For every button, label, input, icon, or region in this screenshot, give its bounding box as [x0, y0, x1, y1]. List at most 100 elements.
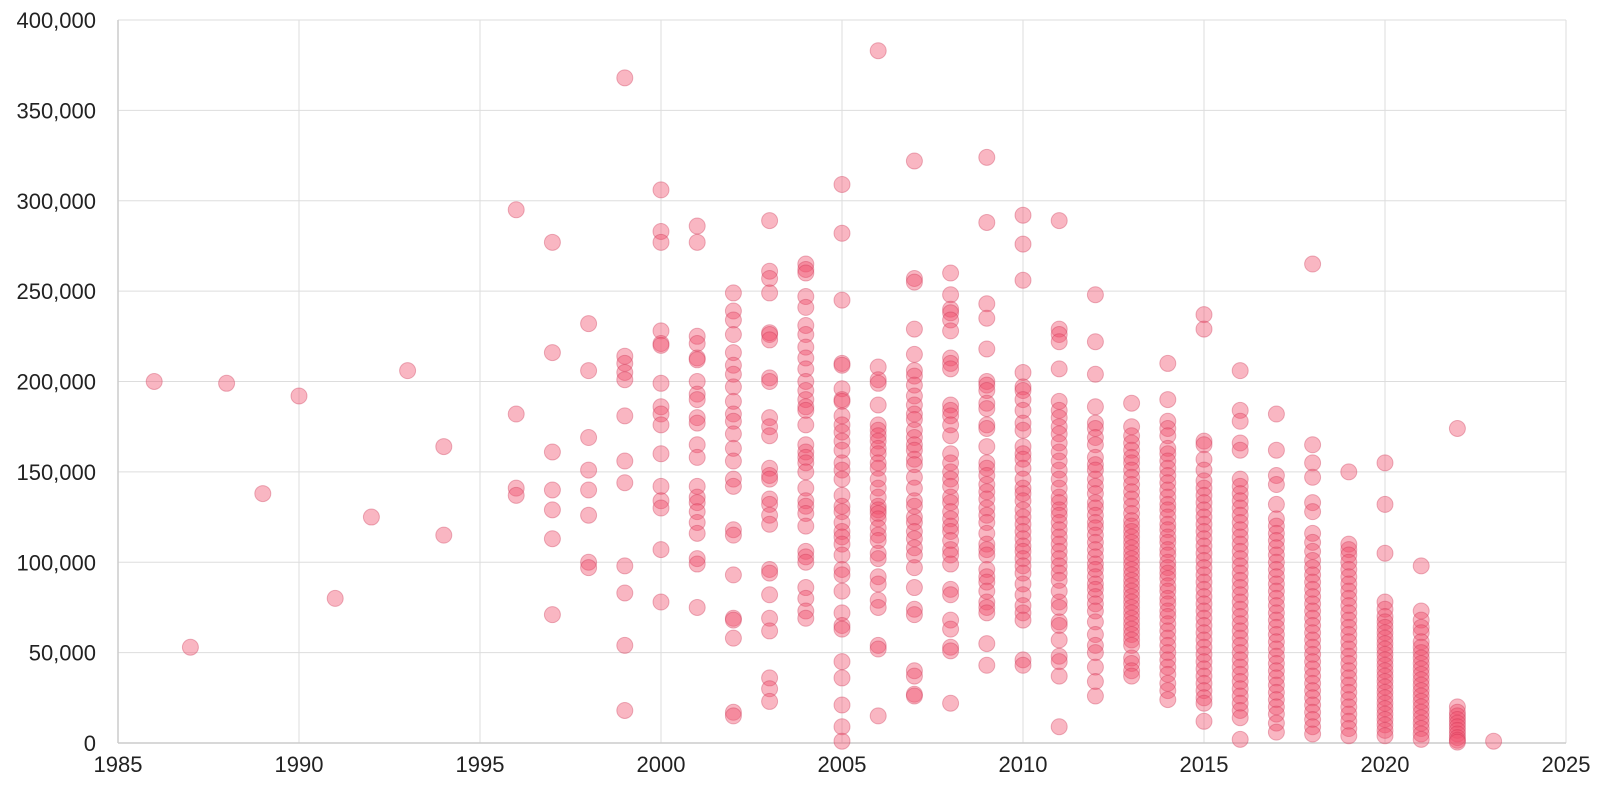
data-point: [254, 485, 272, 503]
data-point: [1448, 698, 1466, 716]
data-point: [797, 255, 815, 273]
data-point: [833, 291, 851, 309]
data-point: [761, 369, 779, 387]
data-point: [1231, 506, 1249, 524]
data-point: [1267, 532, 1285, 550]
data-point: [1159, 459, 1177, 477]
data-point: [797, 416, 815, 434]
data-point: [761, 586, 779, 604]
data-point: [978, 213, 996, 231]
data-point: [1304, 494, 1322, 512]
data-point: [1448, 733, 1466, 751]
data-point: [1159, 528, 1177, 546]
data-point: [1195, 461, 1213, 479]
data-point: [797, 316, 815, 334]
data-point: [797, 398, 815, 416]
data-point: [833, 503, 851, 521]
data-point: [1123, 577, 1141, 595]
data-point: [1014, 363, 1032, 381]
data-point: [1050, 320, 1068, 338]
data-point: [833, 546, 851, 564]
data-point: [905, 600, 923, 618]
data-point: [1159, 607, 1177, 625]
data-point: [1412, 665, 1430, 683]
data-point: [942, 517, 960, 535]
data-point: [1376, 716, 1394, 734]
data-point: [1267, 466, 1285, 484]
data-point: [1412, 618, 1430, 636]
data-point: [724, 707, 742, 725]
data-point: [869, 488, 887, 506]
data-point: [797, 288, 815, 306]
data-point: [724, 405, 742, 423]
data-point: [1123, 582, 1141, 600]
data-point: [869, 374, 887, 392]
data-point: [1050, 631, 1068, 649]
data-point: [978, 373, 996, 390]
data-point: [1376, 645, 1394, 663]
data-point: [1231, 694, 1249, 712]
data-point: [1231, 513, 1249, 531]
data-point: [688, 335, 706, 353]
data-point: [1304, 674, 1322, 692]
data-point: [616, 363, 634, 381]
data-point: [435, 438, 453, 456]
data-point: [942, 322, 960, 340]
data-point: [1159, 420, 1177, 437]
data-point: [652, 492, 670, 510]
data-point: [978, 560, 996, 578]
y-tick-label: 100,000: [16, 550, 96, 575]
data-point: [1014, 391, 1032, 409]
data-point: [1159, 521, 1177, 539]
data-point: [797, 602, 815, 620]
data-point: [978, 506, 996, 524]
data-point: [1123, 427, 1141, 445]
data-point: [1086, 636, 1104, 654]
data-point: [652, 335, 670, 353]
data-point: [978, 593, 996, 611]
data-point: [1123, 394, 1141, 412]
data-point: [1159, 644, 1177, 662]
data-point: [1340, 618, 1358, 636]
data-point: [797, 448, 815, 466]
data-point: [1123, 512, 1141, 530]
data-point: [1014, 235, 1032, 253]
data-point: [1304, 533, 1322, 551]
data-point: [1195, 306, 1213, 324]
data-point: [1195, 609, 1213, 627]
data-point: [507, 479, 525, 497]
data-point: [1159, 546, 1177, 564]
data-point: [1050, 434, 1068, 452]
data-point: [942, 541, 960, 559]
data-point: [1195, 638, 1213, 656]
data-point: [1195, 320, 1213, 338]
axes: [117, 20, 1566, 744]
data-point: [797, 298, 815, 316]
data-point: [1412, 703, 1430, 721]
data-point: [1086, 626, 1104, 644]
data-point: [1159, 481, 1177, 499]
data-point: [797, 504, 815, 522]
data-point: [833, 175, 851, 193]
data-point: [1195, 682, 1213, 700]
data-point: [1231, 492, 1249, 510]
data-point: [1376, 683, 1394, 701]
data-point: [1159, 412, 1177, 430]
data-point: [1050, 542, 1068, 560]
data-point: [580, 461, 598, 479]
data-point: [1123, 626, 1141, 644]
data-point: [1086, 420, 1104, 437]
data-point: [362, 508, 380, 526]
data-point: [1267, 676, 1285, 694]
data-point: [1195, 537, 1213, 555]
data-point: [1014, 401, 1032, 419]
x-tick-label: 2010: [999, 752, 1048, 777]
data-point: [978, 656, 996, 674]
data-point: [833, 392, 851, 410]
data-point: [616, 371, 634, 389]
data-point: [905, 269, 923, 287]
data-point: [1304, 468, 1322, 486]
data-point: [1086, 568, 1104, 586]
data-point: [652, 541, 670, 559]
data-point: [978, 309, 996, 327]
